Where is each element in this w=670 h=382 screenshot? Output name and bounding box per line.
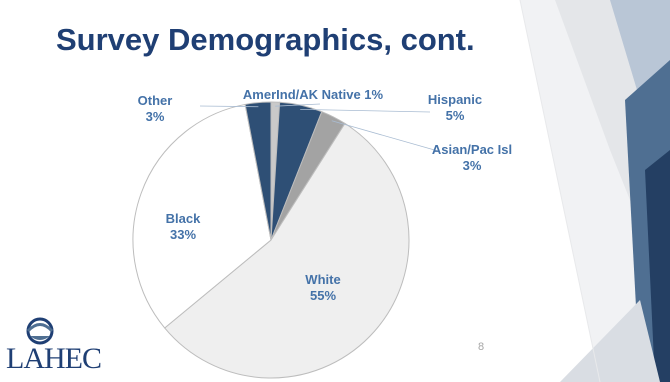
leader-line-amerind-ak-native <box>275 103 321 107</box>
lahec-logo: LAHEC <box>6 316 106 378</box>
leader-lines <box>199 103 439 152</box>
bg-facet-bottom <box>560 300 660 382</box>
bg-facet-blue-dark <box>645 150 670 382</box>
pie-label-black: Black 33% <box>166 211 201 242</box>
slide-title: Survey Demographics, cont. <box>56 22 475 57</box>
logo-globe-icon <box>26 317 54 345</box>
leader-line-asian-pac-isl <box>331 120 439 152</box>
slide-number: 8 <box>478 341 485 353</box>
pie-labels: AmerInd/AK Native 1% Hispanic 5% Asian/Pac … <box>138 87 512 303</box>
pie-label-asian-pac-isl: Asian/Pac Isl 3% <box>432 142 512 173</box>
pie-slice-other <box>244 101 272 241</box>
pie-label-hispanic: Hispanic 5% <box>428 92 482 123</box>
pie-label-other: Other 3% <box>138 93 173 124</box>
pie-slice-black <box>132 103 272 329</box>
pie-label-white: White 55% <box>305 272 340 303</box>
pie-slice-white <box>163 122 410 379</box>
leader-line-hispanic <box>300 108 431 113</box>
pie-slices <box>132 101 410 379</box>
bg-facet-edge <box>519 0 601 382</box>
pie-label-amerind-ak-native: AmerInd/AK Native 1% <box>243 87 384 102</box>
logo-text: LAHEC <box>6 342 102 375</box>
leader-line-other <box>199 105 259 108</box>
